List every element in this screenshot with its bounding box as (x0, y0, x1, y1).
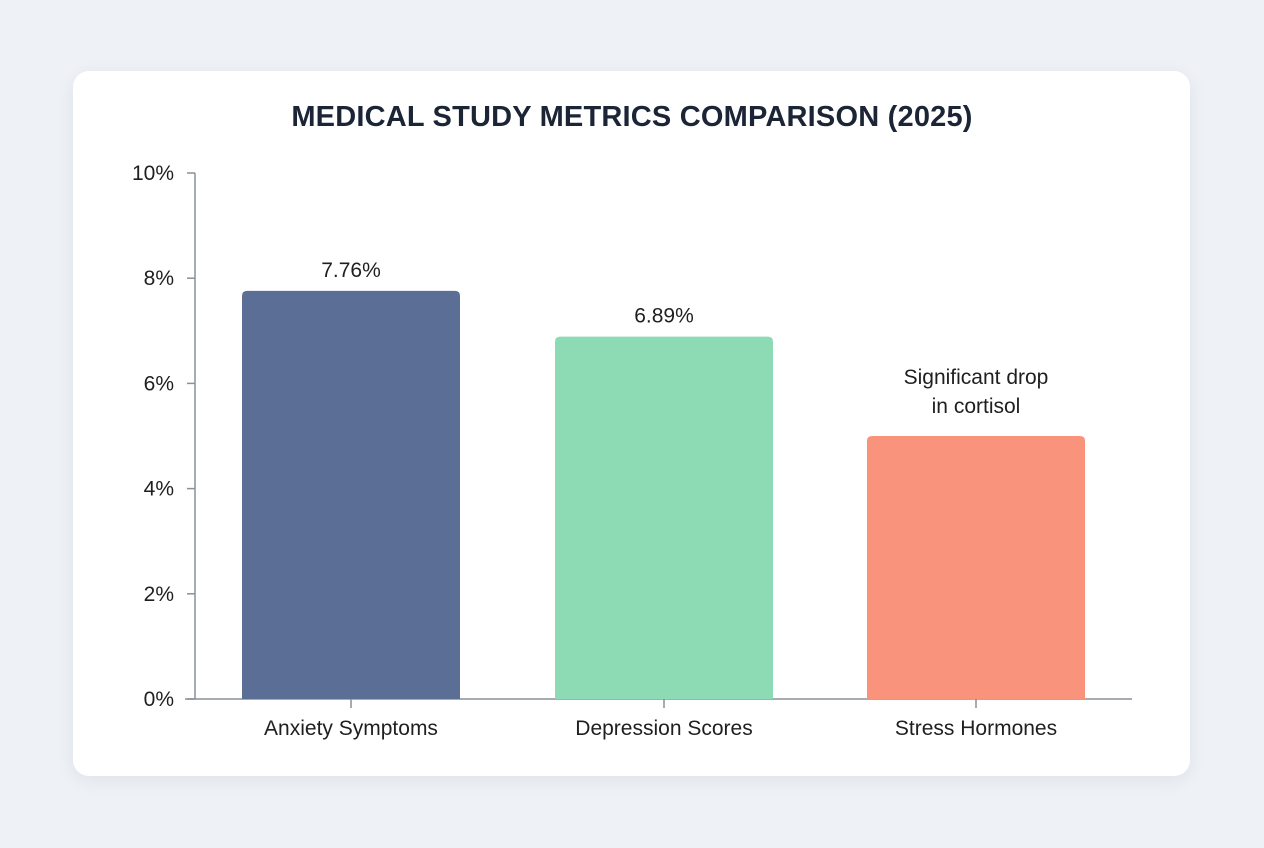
y-tick-label: 4% (144, 478, 174, 501)
x-tick-label: Anxiety Symptoms (264, 717, 438, 740)
data-label: in cortisol (932, 395, 1021, 418)
x-tick-label: Depression Scores (575, 717, 752, 740)
y-tick-label: 6% (144, 372, 174, 395)
data-label: 7.76% (321, 259, 381, 282)
bar (867, 436, 1085, 699)
data-label: Significant drop (904, 366, 1049, 389)
bar (242, 290, 460, 699)
y-tick-label: 0% (144, 688, 174, 711)
data-label: 6.89% (634, 305, 694, 328)
y-tick-label: 2% (144, 583, 174, 606)
x-tick-label: Stress Hormones (895, 717, 1057, 740)
bar (555, 336, 773, 699)
y-tick-label: 10% (132, 162, 174, 185)
y-tick-label: 8% (144, 267, 174, 290)
chart-title: MEDICAL STUDY METRICS COMPARISON (2025) (291, 101, 973, 133)
